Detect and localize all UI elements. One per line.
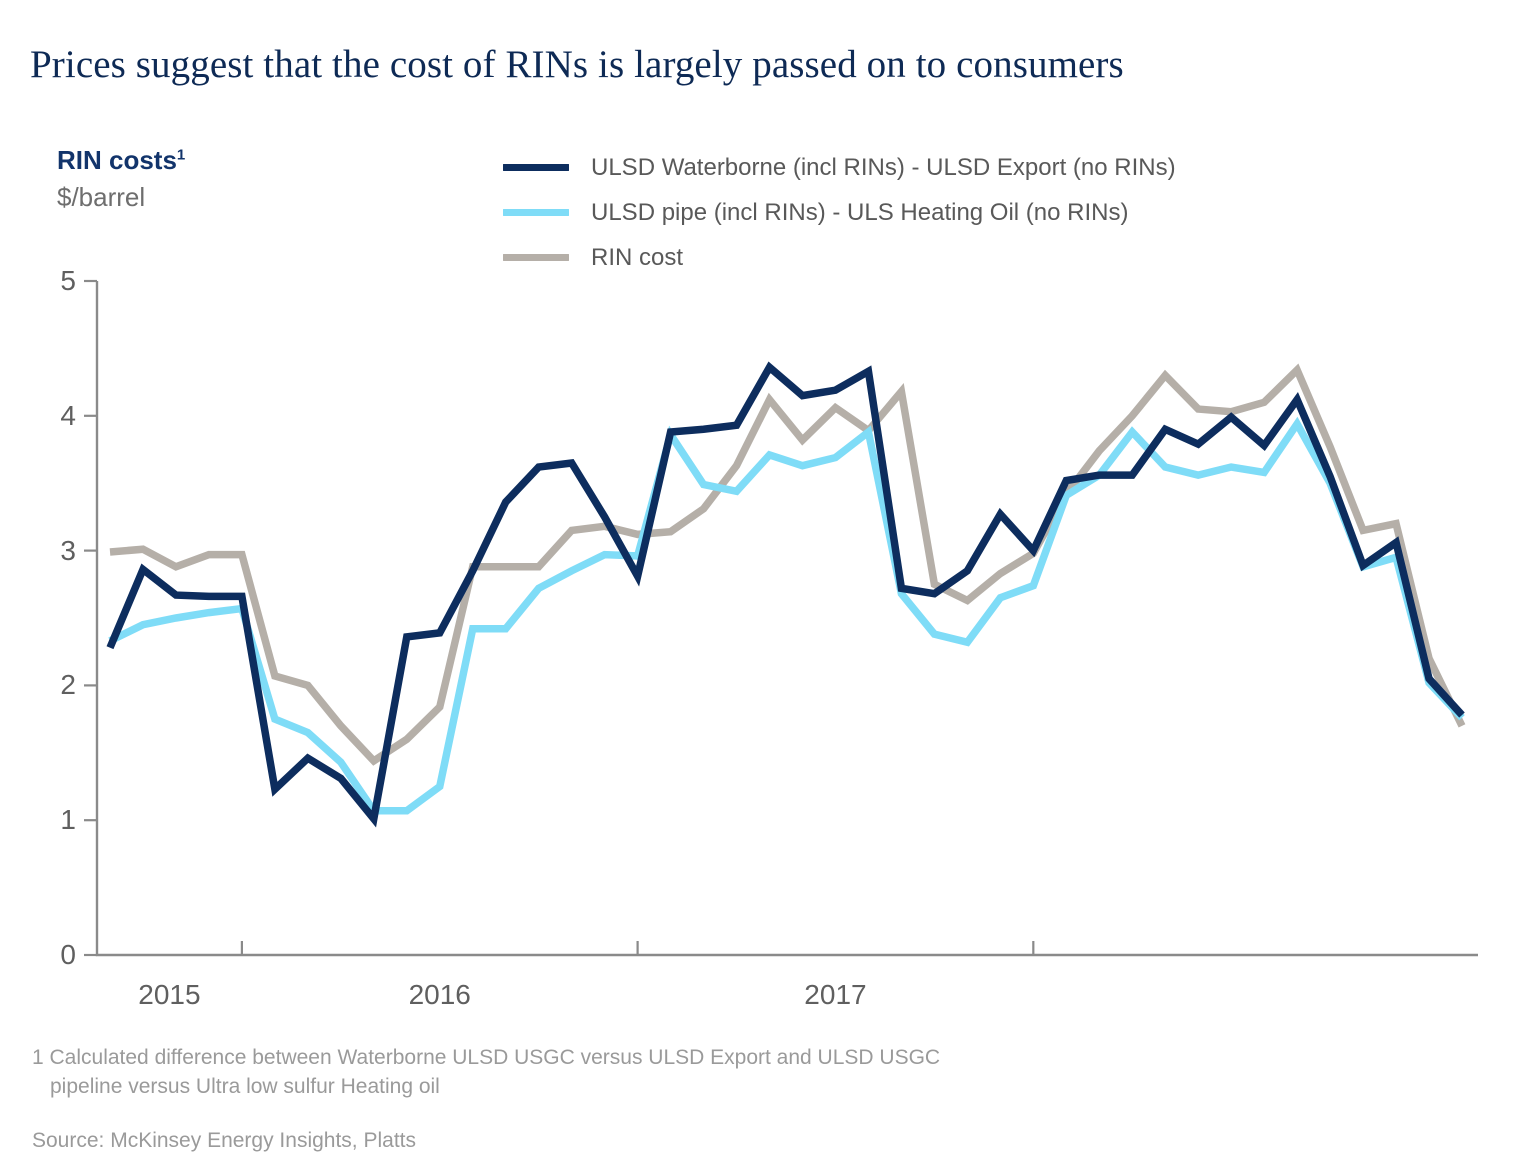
axis-unit-block: RIN costs1 $/barrel: [57, 144, 185, 214]
page-title: Prices suggest that the cost of RINs is …: [30, 43, 1124, 86]
x-axis-tick-label: 2015: [138, 979, 201, 1010]
footnote-1-line-2: pipeline versus Ultra low sulfur Heating…: [50, 1075, 440, 1098]
chart-axes: [84, 279, 1478, 957]
source-note: Source: McKinsey Energy Insights, Platts: [32, 1129, 416, 1152]
axis-unit-text: RIN costs: [57, 145, 177, 175]
series-line-2: [108, 416, 1465, 815]
legend-item[interactable]: ULSD pipe (incl RINs) - ULS Heating Oil …: [503, 190, 1176, 235]
y-axis-tick-label: 2: [60, 669, 76, 701]
x-axis-tick-label: 2016: [408, 979, 471, 1010]
line-swatch-icon: [503, 209, 569, 216]
series-line-1: [106, 361, 1465, 828]
y-axis-tick-label: 4: [60, 399, 76, 431]
line-swatch-icon: [503, 164, 569, 171]
axis-unit-sublabel: $/barrel: [57, 182, 146, 212]
legend-item-label: ULSD Waterborne (incl RINs) - ULSD Expor…: [591, 153, 1176, 181]
y-axis-tick-label: 3: [60, 534, 76, 566]
chart-series-lines: [106, 361, 1466, 828]
legend-item[interactable]: RIN cost: [503, 235, 1176, 280]
axis-unit-label: RIN costs1: [57, 144, 185, 176]
legend-item[interactable]: ULSD Waterborne (incl RINs) - ULSD Expor…: [503, 145, 1176, 190]
chart-legend: ULSD Waterborne (incl RINs) - ULSD Expor…: [503, 145, 1176, 280]
y-axis-tick-label: 5: [60, 265, 76, 296]
legend-item-label: RIN cost: [591, 243, 684, 271]
axis-unit-footnote-marker: 1: [176, 146, 186, 164]
footnote-1-line-1: 1 Calculated difference between Waterbor…: [32, 1046, 941, 1069]
footnotes-block: 1 Calculated difference between Waterbor…: [32, 1043, 1232, 1155]
legend-item-label: ULSD pipe (incl RINs) - ULS Heating Oil …: [591, 198, 1129, 226]
x-axis-tick-label: 2017: [804, 979, 867, 1010]
y-axis-tick-label: 0: [60, 939, 76, 970]
line-swatch-icon: [503, 254, 569, 261]
series-line-3: [109, 363, 1466, 766]
y-axis-tick-label: 1: [60, 804, 76, 836]
footnote-1: 1 Calculated difference between Waterbor…: [32, 1043, 1232, 1101]
